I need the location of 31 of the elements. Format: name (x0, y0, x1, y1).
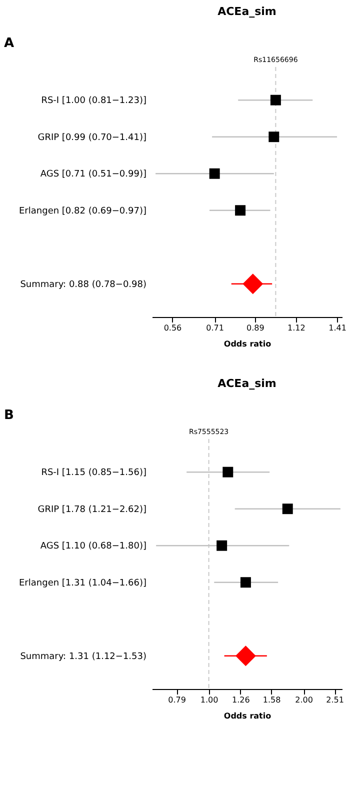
point (242, 274, 264, 294)
x-tick-label: 0.56 (164, 324, 182, 332)
y-tick-label: GRIP [1.78 (1.21−2.62)] (38, 504, 146, 515)
text: A (4, 36, 14, 51)
x-tick-label: 1.58 (262, 696, 281, 704)
y-tick-label: Summary: 0.88 (0.78−0.98) (20, 280, 146, 290)
y-tick-label: Erlangen [0.82 (0.69−0.97)] (19, 206, 146, 216)
x-tick-label: 1.00 (200, 696, 218, 704)
y-tick-label: AGS [1.10 (0.68−1.80)] (40, 542, 146, 552)
text: B (4, 408, 14, 423)
x-tick-label: 1.12 (288, 324, 306, 332)
x-tick-label: 1.26 (232, 696, 250, 704)
x-tick-label: 0.89 (246, 324, 264, 332)
x-tick-label: 2.51 (326, 696, 344, 704)
point (268, 132, 280, 142)
chart-title: ACEa_sim (218, 5, 276, 18)
x-axis-title: Odds ratio (224, 712, 272, 720)
y-tick-label: RS-I [1.00 (0.81−1.23)] (41, 96, 146, 106)
point (235, 205, 246, 216)
x-tick-label: 0.71 (206, 324, 224, 332)
x-axis-title: Odds ratio (224, 340, 272, 348)
point (270, 94, 281, 106)
y-tick-label: AGS [0.71 (0.51−0.99)] (40, 170, 146, 180)
y-tick-label: GRIP [0.99 (0.70−1.41)] (38, 132, 146, 143)
y-tick-label: Summary: 1.31 (1.12−1.53) (20, 652, 146, 662)
y-tick-label: Erlangen [1.31 (1.04−1.66)] (19, 578, 146, 588)
chart-title: ACEa_sim (218, 377, 276, 390)
x-tick-label: 1.41 (328, 324, 346, 332)
x-tick-label: 2.00 (295, 696, 313, 704)
x-tick-label: 0.79 (168, 696, 186, 704)
y-tick-label: RS-I [1.15 (0.85−1.56)] (41, 468, 146, 478)
